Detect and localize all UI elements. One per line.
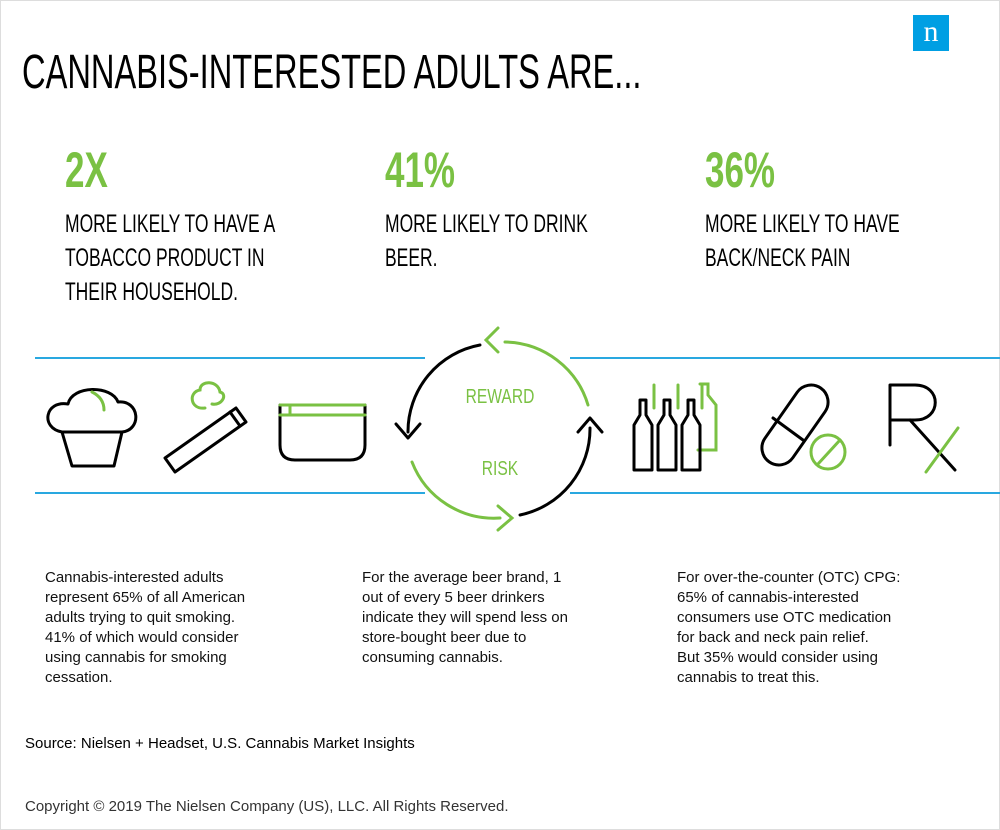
note-line: store-bought beer due to [362, 629, 526, 646]
note-line: 65% of cannabis-interested [677, 589, 859, 606]
cycle-bottom: RISK [482, 457, 518, 479]
logo: n [924, 15, 939, 48]
note-line: using cannabis for smoking [45, 649, 227, 666]
note-line: But 35% would consider using [677, 649, 878, 666]
stat-value: 2X [65, 143, 108, 199]
stat-label: BEER. [385, 243, 437, 272]
stat-label: MORE LIKELY TO DRINK [385, 209, 588, 238]
rx-icon [888, 383, 960, 474]
note-line: cannabis to treat this. [677, 669, 820, 686]
cycle-diagram: REWARD RISK [394, 326, 604, 532]
note-line: consuming cannabis. [362, 649, 503, 666]
logo-box [913, 15, 949, 51]
note-line: For the average beer brand, 1 [362, 569, 561, 586]
note-line: 41% of which would consider [45, 629, 238, 646]
copyright: Copyright © 2019 The Nielsen Company (US… [25, 798, 509, 815]
note-line: indicate they will spend less on [362, 609, 568, 626]
pill-icon [760, 383, 847, 471]
stat-label: MORE LIKELY TO HAVE [705, 209, 900, 238]
note-line: adults trying to quit smoking. [45, 609, 235, 626]
stat: 41% MORE LIKELY TO DRINK BEER. [385, 143, 588, 272]
stat: 2X MORE LIKELY TO HAVE A TOBACCO PRODUCT I… [65, 143, 276, 306]
stat-label: TOBACCO PRODUCT IN [65, 243, 265, 272]
title: CANNABIS-INTERESTED ADULTS ARE... [22, 45, 641, 99]
stat-label: THEIR HOUSEHOLD. [65, 277, 238, 306]
cigarette-icon [163, 381, 248, 474]
stat-value: 41% [385, 143, 455, 199]
note-line: consumers use OTC medication [677, 609, 891, 626]
muffin-icon [46, 388, 138, 468]
note-line: cessation. [45, 669, 113, 686]
stat: 36% MORE LIKELY TO HAVE BACK/NECK PAIN [705, 143, 900, 272]
note-line: out of every 5 beer drinkers [362, 589, 545, 606]
cycle-top: REWARD [466, 385, 535, 407]
source: Source: Nielsen + Headset, U.S. Cannabis… [25, 735, 415, 752]
note-line: Cannabis-interested adults [45, 569, 223, 586]
stat-label: MORE LIKELY TO HAVE A [65, 209, 276, 238]
tin-icon [278, 403, 367, 462]
stat-label: BACK/NECK PAIN [705, 243, 850, 272]
note-line: For over-the-counter (OTC) CPG: [677, 569, 900, 586]
note-line: for back and neck pain relief. [677, 629, 869, 646]
note-line: represent 65% of all American [45, 589, 245, 606]
stat-value: 36% [705, 143, 775, 199]
beer-icon [632, 382, 718, 472]
